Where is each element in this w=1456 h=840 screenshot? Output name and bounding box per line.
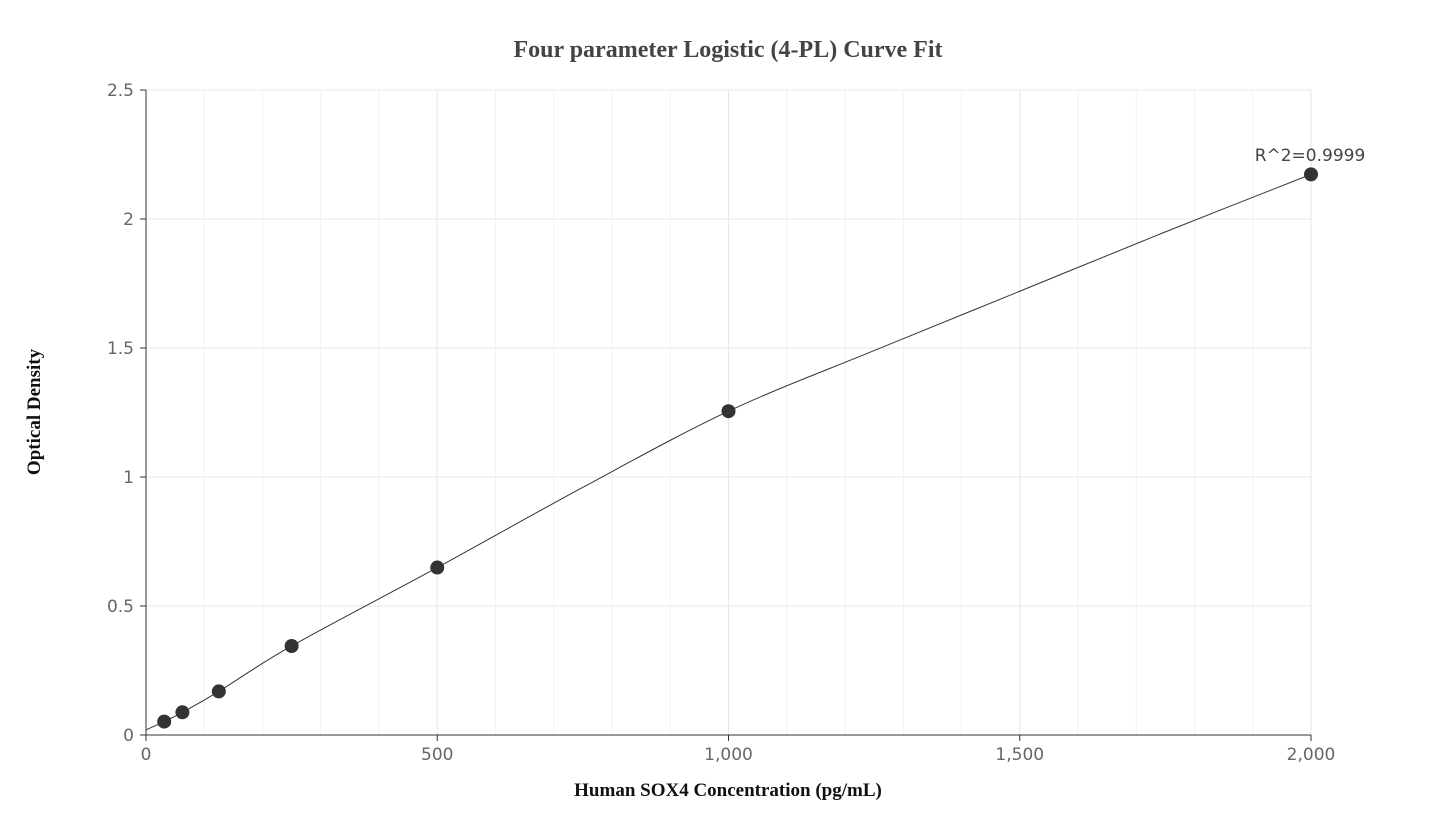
r-squared-annotation: R^2=0.9999: [1255, 146, 1366, 166]
data-point: [175, 705, 190, 720]
x-tick-label: 0: [141, 745, 152, 765]
chart-title: Four parameter Logistic (4-PL) Curve Fit: [513, 37, 942, 63]
y-axis-title: Optical Density: [24, 348, 45, 475]
x-tick-labels: 0 500 1,000 1,500 2,000: [141, 745, 1336, 765]
data-point: [1304, 167, 1318, 182]
y-tick-label: 2: [123, 210, 134, 230]
axes: [140, 89, 1312, 741]
y-tick-label: 0.5: [107, 597, 134, 617]
y-tick-label: 1: [123, 468, 134, 488]
y-tick-label: 2.5: [107, 81, 134, 101]
x-axis-title: Human SOX4 Concentration (pg/mL): [574, 780, 882, 801]
data-point: [157, 714, 172, 729]
y-tick-label: 1.5: [107, 339, 134, 359]
data-point: [430, 560, 445, 575]
data-point: [211, 684, 226, 699]
data-point: [721, 404, 736, 419]
y-tick-label: 0: [123, 726, 134, 746]
x-tick-label: 1,000: [704, 745, 753, 765]
y-tick-labels: 0 0.5 1 1.5 2 2.5: [107, 81, 134, 746]
x-tick-label: 1,500: [995, 745, 1044, 765]
x-tick-label: 500: [421, 745, 453, 765]
x-tick-label: 2,000: [1287, 745, 1336, 765]
fit-curve-group: [145, 173, 1312, 731]
minor-gridlines: [203, 90, 1254, 735]
data-points: [157, 167, 1318, 729]
fit-curve: [145, 173, 1312, 731]
data-point: [284, 638, 299, 653]
